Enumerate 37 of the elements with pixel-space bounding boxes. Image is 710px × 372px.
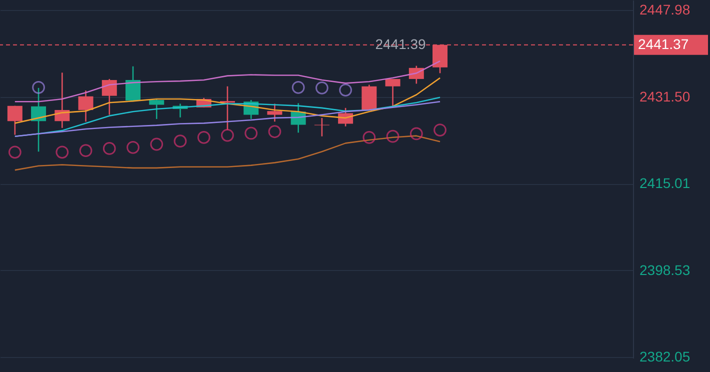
point (410, 127, 423, 140)
y-tick-label: 2415.01 (640, 175, 690, 192)
candlestick (126, 66, 140, 102)
point (56, 146, 69, 159)
point (8, 146, 22, 159)
ref-line-label: 2441.37 (638, 36, 689, 52)
point (126, 140, 140, 154)
point (386, 130, 400, 143)
point (292, 80, 305, 94)
candlestick (78, 90, 94, 122)
candlestick (314, 117, 330, 138)
point (150, 138, 164, 151)
candlestick (149, 98, 164, 120)
y-tick-label: 2447.98 (640, 2, 690, 18)
point (315, 81, 328, 94)
point (434, 124, 446, 136)
candlestick (267, 103, 282, 122)
point (32, 80, 45, 94)
y-tick-label: 2398.53 (640, 262, 690, 278)
point (221, 128, 234, 142)
y-tick-label: 2382.05 (640, 348, 690, 365)
point (268, 125, 282, 138)
line-series (14, 77, 441, 124)
point (244, 126, 258, 140)
y-tick-label: 2431.50 (640, 88, 690, 104)
annotation: 2441.39 (375, 36, 426, 52)
point (102, 142, 116, 155)
line-series (14, 135, 441, 171)
candlestick (362, 84, 377, 111)
point (362, 130, 376, 144)
point (339, 84, 352, 96)
candlestick (385, 78, 400, 108)
candlestick (102, 78, 117, 116)
candlestick (7, 105, 22, 136)
point (174, 134, 187, 148)
point (79, 144, 92, 158)
point (197, 130, 210, 144)
